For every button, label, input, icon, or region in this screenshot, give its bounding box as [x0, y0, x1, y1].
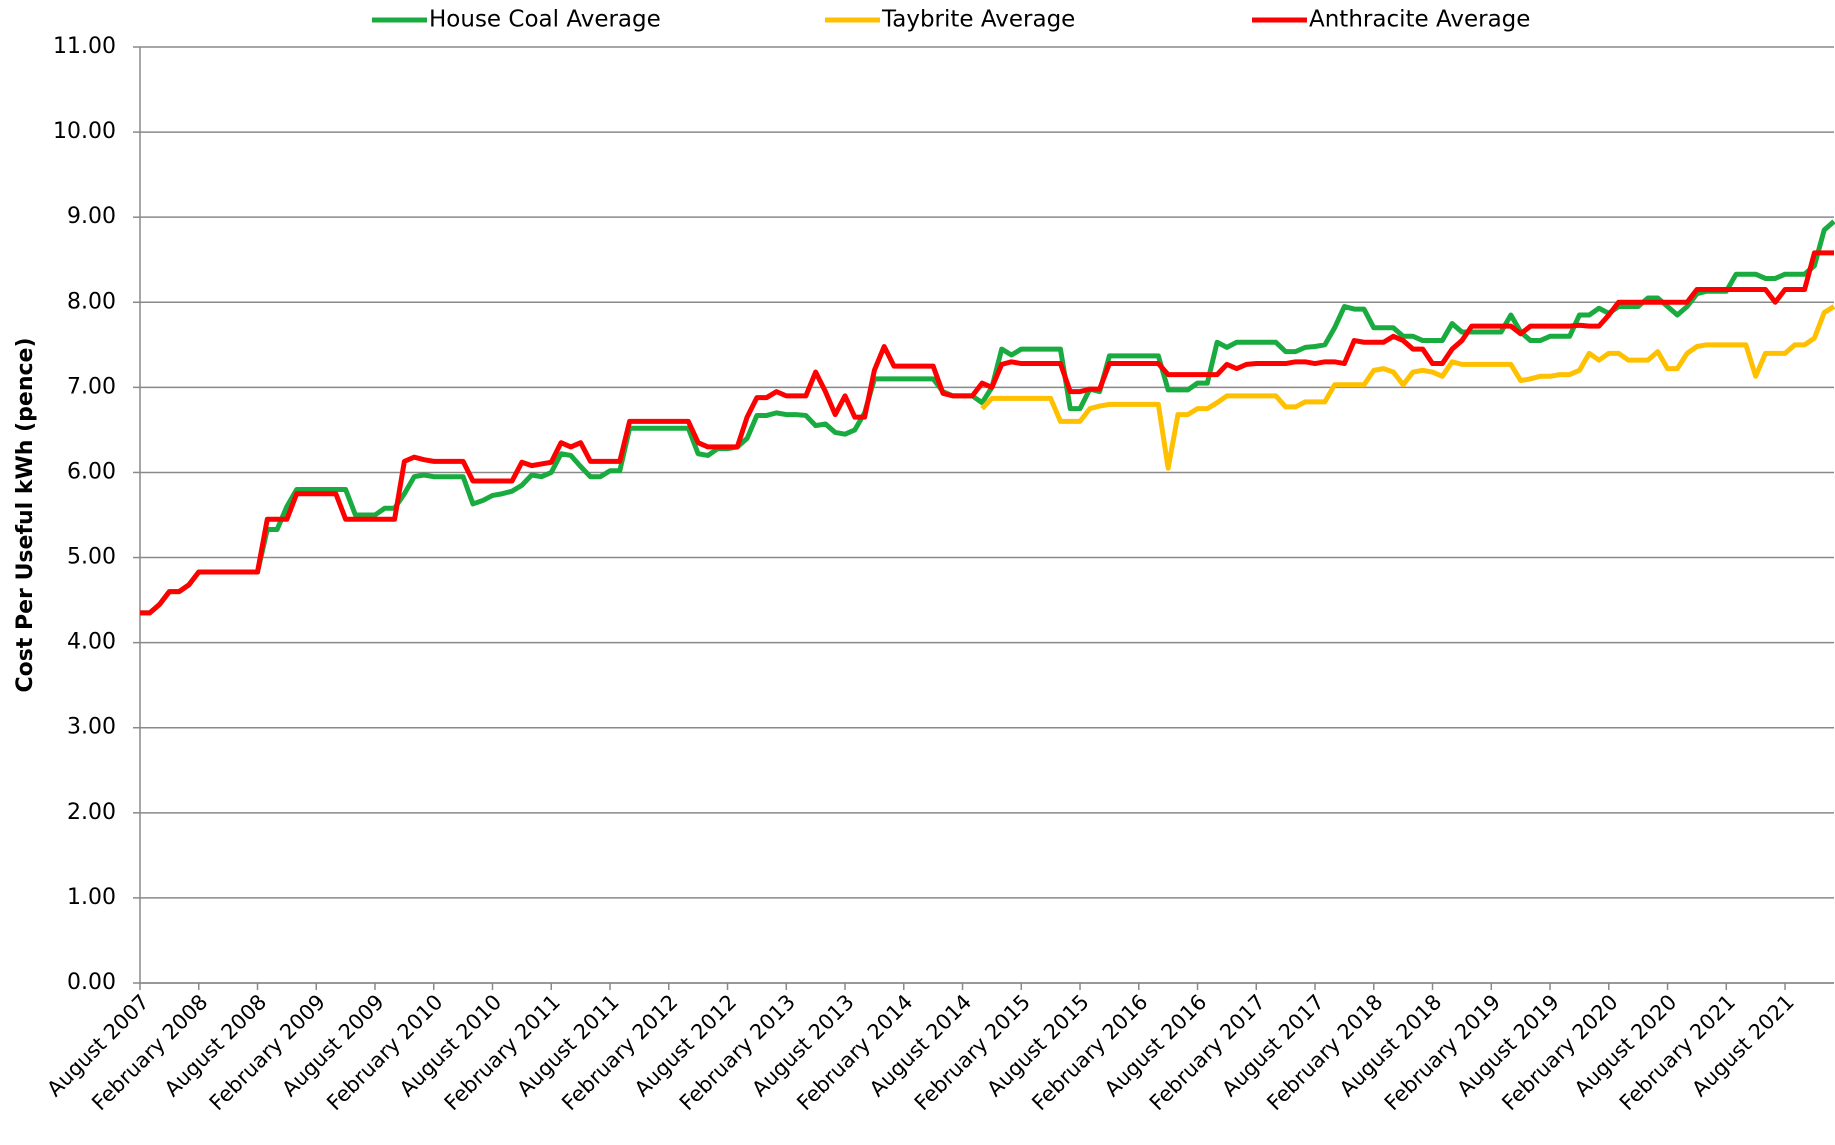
y-tick-label: 10.00: [53, 119, 116, 144]
x-tick-label: August 2020: [1570, 990, 1681, 1101]
series-line: [980, 304, 1835, 471]
x-tick-label: August 2021: [1687, 990, 1798, 1101]
series-line: [140, 219, 1835, 616]
x-tick-label: August 2019: [1452, 990, 1563, 1101]
y-tick-label: 9.00: [67, 204, 116, 229]
x-tick-label: August 2015: [982, 990, 1093, 1101]
x-tick-label: August 2011: [512, 990, 623, 1101]
x-tick-label: August 2013: [747, 990, 858, 1101]
x-tick-label: August 2018: [1335, 990, 1446, 1101]
legend-label: House Coal Average: [429, 7, 661, 33]
y-tick-label: 2.00: [67, 800, 116, 825]
x-tick-label: August 2009: [277, 990, 388, 1101]
x-tick-label: August 2008: [160, 990, 271, 1101]
x-tick-label: August 2017: [1217, 990, 1328, 1101]
x-tick-label: August 2012: [630, 990, 741, 1101]
y-tick-label: 4.00: [67, 630, 116, 655]
x-tick-label: August 2007: [42, 990, 153, 1101]
x-tick-label: August 2014: [865, 990, 976, 1101]
legend-label: Anthracite Average: [1309, 7, 1530, 33]
y-tick-label: 0.00: [67, 970, 116, 995]
legend-label: Taybrite Average: [881, 7, 1075, 33]
series-line: [140, 250, 1834, 616]
y-tick-label: 8.00: [67, 289, 116, 314]
y-tick-label: 5.00: [67, 545, 116, 570]
y-tick-label: 6.00: [67, 459, 116, 484]
x-tick-label: August 2010: [395, 990, 506, 1101]
y-tick-label: 1.00: [67, 885, 116, 910]
y-tick-label: 7.00: [67, 374, 116, 399]
y-axis-title: Cost Per Useful kWh (pence): [13, 337, 38, 692]
x-tick-label: August 2016: [1100, 990, 1211, 1101]
y-tick-label: 3.00: [67, 715, 116, 740]
y-tick-label: 11.00: [53, 34, 116, 59]
